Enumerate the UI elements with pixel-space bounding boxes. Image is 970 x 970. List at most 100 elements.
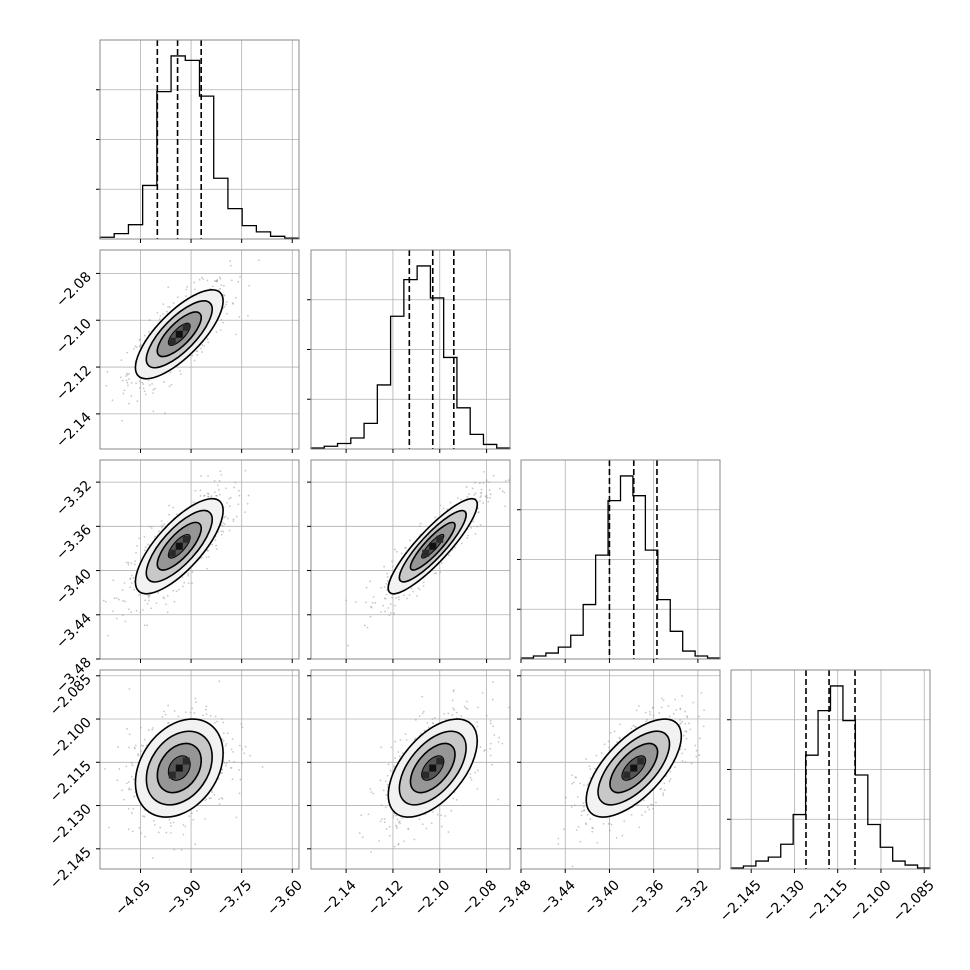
- x-tick-label: −2.085: [890, 877, 938, 925]
- sample-point: [397, 821, 400, 824]
- sample-point: [489, 754, 492, 757]
- sample-point: [146, 602, 149, 605]
- sample-point: [167, 704, 170, 707]
- density-core: [429, 764, 437, 772]
- sample-point: [602, 822, 605, 825]
- sample-point: [565, 796, 567, 799]
- sample-point: [404, 733, 407, 736]
- sample-point: [176, 513, 178, 516]
- sample-point: [147, 330, 150, 333]
- sample-point: [206, 567, 209, 570]
- sample-point: [218, 803, 221, 806]
- density-core: [175, 764, 183, 772]
- sample-point: [152, 392, 155, 395]
- sample-point: [492, 474, 495, 477]
- sample-point: [410, 587, 413, 590]
- sample-point: [220, 718, 223, 720]
- sample-point: [147, 594, 149, 597]
- density-core: [429, 542, 437, 550]
- y-tick-label: −2.14: [53, 409, 95, 451]
- sample-point: [557, 842, 560, 845]
- sample-point: [127, 781, 130, 783]
- sample-point: [380, 586, 383, 589]
- sample-point: [644, 711, 647, 714]
- sample-point: [473, 493, 476, 496]
- sample-point: [688, 722, 690, 725]
- sample-point: [489, 720, 492, 722]
- sample-point: [573, 804, 576, 807]
- sample-point: [504, 505, 507, 508]
- sample-point: [388, 614, 391, 617]
- sample-point: [125, 765, 128, 768]
- sample-point: [140, 750, 142, 753]
- sample-point: [257, 259, 260, 262]
- sample-point: [689, 728, 692, 731]
- sample-point: [630, 813, 633, 816]
- sample-point: [474, 481, 477, 484]
- sample-point: [224, 744, 227, 747]
- hist-step: [520, 475, 721, 659]
- sample-point: [147, 379, 150, 382]
- sample-point: [371, 601, 374, 604]
- sample-point: [151, 857, 154, 859]
- sample-point: [214, 280, 216, 282]
- sample-point: [391, 560, 393, 563]
- sample-point: [403, 594, 405, 597]
- sample-point: [207, 341, 210, 344]
- sample-point: [684, 730, 687, 733]
- sample-point: [406, 597, 408, 600]
- sample-point: [692, 701, 695, 704]
- sample-point: [143, 624, 146, 627]
- sample-point: [498, 487, 501, 490]
- sample-point: [205, 713, 208, 715]
- sample-point: [432, 722, 435, 725]
- sample-point: [102, 599, 105, 602]
- sample-point: [222, 732, 225, 735]
- sample-point: [476, 525, 479, 528]
- sample-point: [497, 798, 500, 801]
- sample-point: [199, 489, 202, 492]
- sample-point: [238, 768, 241, 771]
- x-tick-label: −2.14: [318, 877, 360, 919]
- sample-point: [607, 823, 610, 825]
- sample-point: [698, 715, 700, 718]
- sample-point: [562, 828, 565, 831]
- sample-point: [384, 597, 387, 600]
- sample-point: [663, 782, 666, 785]
- sample-point: [166, 611, 169, 614]
- sample-point: [442, 507, 445, 510]
- sample-point: [188, 668, 190, 670]
- sample-point: [124, 620, 127, 623]
- sample-point: [474, 532, 477, 535]
- sample-point: [455, 798, 458, 801]
- sample-point: [369, 788, 372, 790]
- sample-point: [432, 811, 434, 813]
- sample-point: [395, 814, 397, 817]
- sample-point: [191, 571, 194, 574]
- sample-point: [132, 807, 135, 810]
- sample-point: [467, 534, 469, 537]
- sample-point: [148, 594, 151, 596]
- sample-point: [183, 581, 186, 584]
- sample-point: [577, 826, 580, 828]
- sample-point: [679, 707, 682, 710]
- sample-point: [366, 626, 369, 629]
- sample-point: [238, 494, 241, 497]
- sample-point: [111, 610, 114, 613]
- sample-point: [358, 832, 361, 835]
- x-tick-label: −3.75: [214, 877, 256, 919]
- sample-point: [423, 729, 426, 732]
- sample-point: [642, 799, 645, 802]
- sample-point: [244, 511, 246, 514]
- x-tick-label: −2.12: [365, 877, 407, 919]
- sample-point: [91, 381, 93, 383]
- sample-point: [480, 492, 483, 494]
- sample-point: [571, 865, 574, 868]
- sample-point: [200, 347, 202, 350]
- sample-point: [182, 833, 185, 836]
- sample-point: [425, 827, 428, 830]
- sample-point: [190, 812, 193, 815]
- sample-point: [204, 708, 207, 711]
- sample-point: [163, 523, 165, 526]
- sample-point: [121, 614, 124, 617]
